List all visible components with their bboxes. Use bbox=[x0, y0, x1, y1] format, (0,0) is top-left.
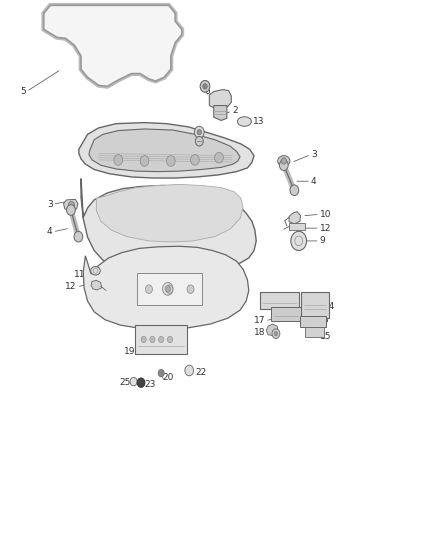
FancyBboxPatch shape bbox=[305, 327, 324, 337]
Circle shape bbox=[195, 136, 203, 146]
Polygon shape bbox=[91, 280, 102, 290]
Circle shape bbox=[187, 285, 194, 293]
Circle shape bbox=[67, 205, 75, 215]
Polygon shape bbox=[79, 123, 254, 178]
Circle shape bbox=[167, 336, 173, 343]
Circle shape bbox=[215, 152, 223, 163]
Text: 16: 16 bbox=[318, 317, 329, 325]
Text: 8: 8 bbox=[189, 137, 195, 146]
Polygon shape bbox=[64, 199, 78, 211]
Circle shape bbox=[114, 155, 123, 165]
Text: 12: 12 bbox=[320, 224, 331, 232]
Circle shape bbox=[68, 201, 74, 209]
Circle shape bbox=[272, 329, 280, 338]
Text: 20: 20 bbox=[162, 373, 173, 382]
Polygon shape bbox=[266, 324, 278, 336]
Circle shape bbox=[166, 156, 175, 166]
Circle shape bbox=[200, 80, 210, 92]
Circle shape bbox=[203, 84, 207, 89]
Text: 27: 27 bbox=[283, 309, 294, 318]
Text: 7: 7 bbox=[189, 128, 195, 136]
Circle shape bbox=[137, 378, 145, 387]
Ellipse shape bbox=[91, 266, 100, 275]
Polygon shape bbox=[289, 212, 300, 224]
Circle shape bbox=[150, 336, 155, 343]
Text: 4: 4 bbox=[311, 177, 317, 185]
Text: 17: 17 bbox=[254, 317, 265, 325]
Circle shape bbox=[194, 126, 204, 138]
FancyBboxPatch shape bbox=[301, 292, 329, 318]
Circle shape bbox=[290, 185, 299, 196]
Text: 13: 13 bbox=[253, 117, 265, 126]
Polygon shape bbox=[214, 106, 227, 120]
Ellipse shape bbox=[237, 117, 251, 126]
Text: 18: 18 bbox=[254, 328, 265, 337]
FancyBboxPatch shape bbox=[300, 316, 326, 327]
Text: 3: 3 bbox=[47, 200, 53, 208]
Circle shape bbox=[158, 369, 164, 377]
Text: 25: 25 bbox=[119, 378, 131, 387]
Text: 10: 10 bbox=[320, 210, 331, 219]
Text: 19: 19 bbox=[124, 348, 136, 356]
Polygon shape bbox=[44, 5, 182, 86]
Circle shape bbox=[185, 365, 194, 376]
Circle shape bbox=[130, 377, 137, 386]
Circle shape bbox=[145, 285, 152, 293]
Circle shape bbox=[140, 156, 149, 166]
Circle shape bbox=[165, 286, 170, 292]
Text: 11: 11 bbox=[74, 270, 85, 279]
Text: 3: 3 bbox=[311, 150, 317, 159]
Circle shape bbox=[141, 336, 146, 343]
FancyBboxPatch shape bbox=[137, 273, 202, 305]
Circle shape bbox=[274, 332, 278, 336]
Text: 9: 9 bbox=[320, 237, 325, 245]
Polygon shape bbox=[96, 184, 243, 242]
Text: 14: 14 bbox=[324, 302, 336, 311]
Text: 22: 22 bbox=[195, 368, 206, 376]
Text: 2: 2 bbox=[232, 107, 238, 115]
Text: 26: 26 bbox=[285, 298, 296, 307]
Circle shape bbox=[166, 285, 173, 293]
FancyBboxPatch shape bbox=[289, 223, 305, 230]
Text: 1: 1 bbox=[169, 333, 174, 341]
Circle shape bbox=[191, 155, 199, 165]
FancyBboxPatch shape bbox=[135, 325, 187, 354]
Circle shape bbox=[74, 231, 83, 242]
Polygon shape bbox=[83, 246, 249, 329]
Text: 6: 6 bbox=[205, 87, 210, 96]
Text: 4: 4 bbox=[47, 228, 53, 236]
FancyBboxPatch shape bbox=[260, 292, 299, 309]
Ellipse shape bbox=[278, 156, 290, 166]
FancyBboxPatch shape bbox=[271, 307, 301, 321]
Circle shape bbox=[281, 158, 286, 164]
Polygon shape bbox=[89, 129, 240, 172]
Text: 5: 5 bbox=[21, 87, 26, 96]
Polygon shape bbox=[209, 90, 231, 109]
Polygon shape bbox=[81, 179, 256, 273]
Text: 12: 12 bbox=[65, 282, 77, 291]
Circle shape bbox=[159, 336, 164, 343]
Text: 15: 15 bbox=[320, 333, 331, 341]
Text: 23: 23 bbox=[145, 381, 156, 389]
Circle shape bbox=[291, 231, 307, 251]
Circle shape bbox=[162, 282, 173, 295]
Circle shape bbox=[197, 130, 201, 135]
Circle shape bbox=[279, 160, 288, 171]
